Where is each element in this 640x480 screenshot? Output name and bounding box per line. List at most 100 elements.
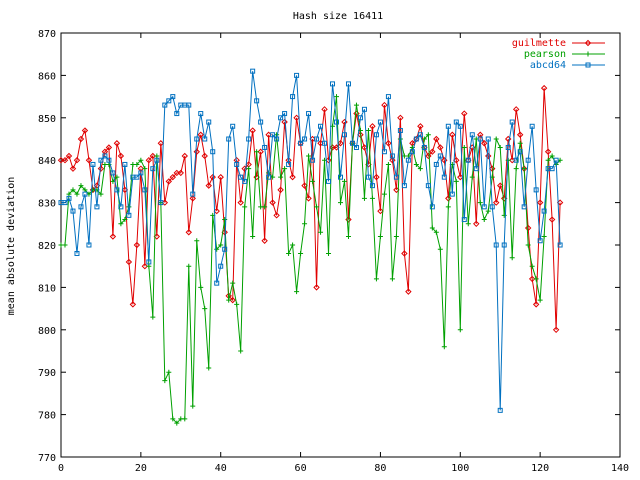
data-point-pearson (162, 378, 168, 384)
data-point-pearson (517, 140, 523, 146)
data-point-pearson (338, 200, 343, 206)
data-point-pearson (218, 242, 224, 248)
series-guilmette (57, 84, 564, 334)
data-point-abcd64 (290, 94, 296, 100)
data-point-abcd64 (138, 170, 144, 176)
data-point-guilmette (325, 156, 332, 164)
data-point-pearson (445, 204, 451, 210)
data-point-abcd64 (62, 200, 68, 206)
data-point-guilmette (129, 301, 137, 308)
y-tick-label: 780 (38, 411, 56, 422)
data-point-abcd64 (345, 81, 351, 87)
data-point-abcd64 (501, 242, 507, 248)
data-point-pearson (497, 144, 503, 150)
data-point-pearson (429, 225, 435, 231)
x-tick-label: 40 (215, 463, 227, 474)
data-point-pearson (433, 229, 439, 235)
x-tick-label: 140 (611, 463, 629, 474)
data-point-guilmette (524, 224, 532, 232)
data-point-abcd64 (198, 111, 204, 117)
data-point-pearson (465, 221, 471, 227)
data-point-pearson (62, 242, 68, 248)
data-point-guilmette (81, 127, 89, 134)
data-point-abcd64 (190, 191, 196, 197)
data-point-pearson (278, 174, 284, 180)
data-point-pearson (477, 200, 483, 206)
x-tick-label: 100 (451, 463, 469, 474)
data-point-guilmette (305, 195, 312, 202)
data-point-abcd64 (206, 119, 212, 125)
data-point-pearson (425, 132, 431, 138)
data-point-pearson (138, 157, 144, 163)
data-point-guilmette (433, 135, 440, 143)
legend-marker-abcd64 (585, 62, 591, 68)
data-point-pearson (334, 94, 340, 100)
data-point-abcd64 (246, 136, 252, 142)
y-tick-label: 850 (38, 114, 56, 125)
data-point-abcd64 (341, 132, 347, 138)
data-point-pearson (170, 416, 176, 422)
data-point-pearson (202, 306, 208, 312)
data-point-abcd64 (150, 166, 156, 172)
y-axis-label: mean absolute deviation (6, 177, 17, 315)
data-point-abcd64 (218, 263, 224, 269)
data-point-guilmette (197, 131, 204, 138)
data-point-abcd64 (94, 204, 100, 210)
data-point-abcd64 (397, 128, 403, 134)
data-point-pearson (481, 217, 487, 223)
data-point-pearson (74, 191, 80, 197)
data-point-pearson (537, 297, 543, 303)
data-point-pearson (393, 234, 399, 240)
data-point-pearson (525, 242, 531, 248)
data-point-pearson (254, 149, 260, 155)
data-point-abcd64 (286, 161, 292, 167)
data-point-abcd64 (509, 119, 515, 125)
data-point-guilmette (61, 156, 69, 164)
data-point-guilmette (401, 250, 408, 257)
legend-label-pearson: pearson (524, 49, 566, 60)
data-point-pearson (545, 157, 551, 163)
data-point-guilmette (237, 199, 244, 206)
legend-marker-pearson (585, 51, 591, 57)
data-point-abcd64 (210, 149, 216, 155)
data-point-pearson (70, 187, 76, 193)
data-point-guilmette (445, 195, 452, 202)
data-point-guilmette (405, 288, 412, 295)
data-point-guilmette (289, 173, 296, 181)
data-point-pearson (469, 174, 475, 180)
data-point-pearson (453, 178, 459, 184)
data-point-guilmette (269, 199, 276, 206)
data-point-guilmette (313, 284, 320, 291)
data-point-abcd64 (230, 123, 236, 129)
data-point-pearson (549, 153, 555, 159)
data-point-abcd64 (154, 157, 160, 163)
data-point-abcd64 (369, 183, 375, 189)
data-point-guilmette (449, 131, 456, 138)
data-point-abcd64 (481, 204, 487, 210)
data-point-pearson (166, 369, 172, 375)
data-point-pearson (294, 289, 300, 295)
data-point-pearson (222, 217, 228, 223)
data-point-abcd64 (417, 132, 423, 138)
data-point-abcd64 (262, 144, 268, 150)
data-point-guilmette (205, 182, 212, 189)
data-point-abcd64 (393, 174, 399, 180)
data-point-guilmette (257, 148, 264, 155)
data-point-guilmette (85, 156, 93, 164)
y-tick-label: 820 (38, 241, 56, 252)
data-point-abcd64 (322, 140, 328, 146)
data-point-abcd64 (70, 208, 76, 214)
data-point-abcd64 (445, 123, 451, 129)
data-point-guilmette (512, 106, 520, 113)
data-point-abcd64 (513, 157, 519, 163)
data-point-abcd64 (326, 178, 332, 184)
data-point-abcd64 (381, 149, 387, 155)
data-point-pearson (310, 178, 316, 184)
data-point-abcd64 (266, 174, 272, 180)
data-point-pearson (509, 255, 515, 261)
data-point-abcd64 (202, 136, 208, 142)
data-point-guilmette (73, 156, 81, 164)
data-point-abcd64 (330, 81, 336, 87)
data-point-guilmette (552, 326, 560, 334)
